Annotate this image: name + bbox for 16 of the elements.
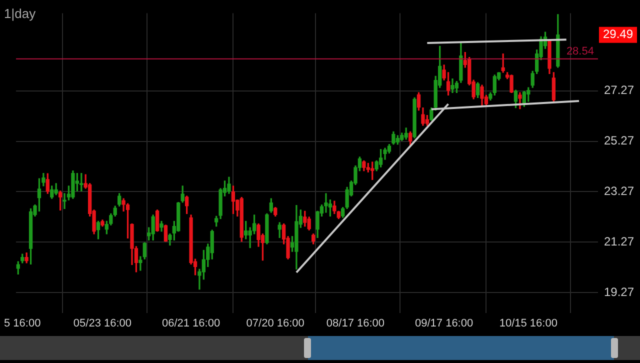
y-tick-label: 19.27 bbox=[604, 284, 634, 299]
y-tick-label: 25.27 bbox=[604, 134, 634, 148]
candlestick bbox=[324, 193, 328, 213]
ref-line-label: 28.54 bbox=[566, 45, 594, 58]
y-tick-label: 27.27 bbox=[604, 83, 634, 98]
annotation: 29.49 bbox=[602, 27, 634, 42]
x-tick-label: 06/21 16:00 bbox=[162, 317, 220, 330]
x-tick-label: 07/20 16:00 bbox=[246, 317, 304, 330]
y-tick-label: 21.27 bbox=[604, 234, 634, 248]
x-tick-label: 09/17 16:00 bbox=[414, 317, 474, 330]
x-tick-label: 10/15 16:00 bbox=[499, 317, 558, 330]
chart-title: 1|day bbox=[4, 6, 36, 21]
x-tick-label: 08/17 16:00 bbox=[326, 317, 385, 330]
x-tick-label: 05/23 16:00 bbox=[73, 317, 132, 330]
y-tick-label: 23.27 bbox=[604, 184, 634, 198]
x-tick-label: 5 16:00 bbox=[4, 317, 41, 330]
